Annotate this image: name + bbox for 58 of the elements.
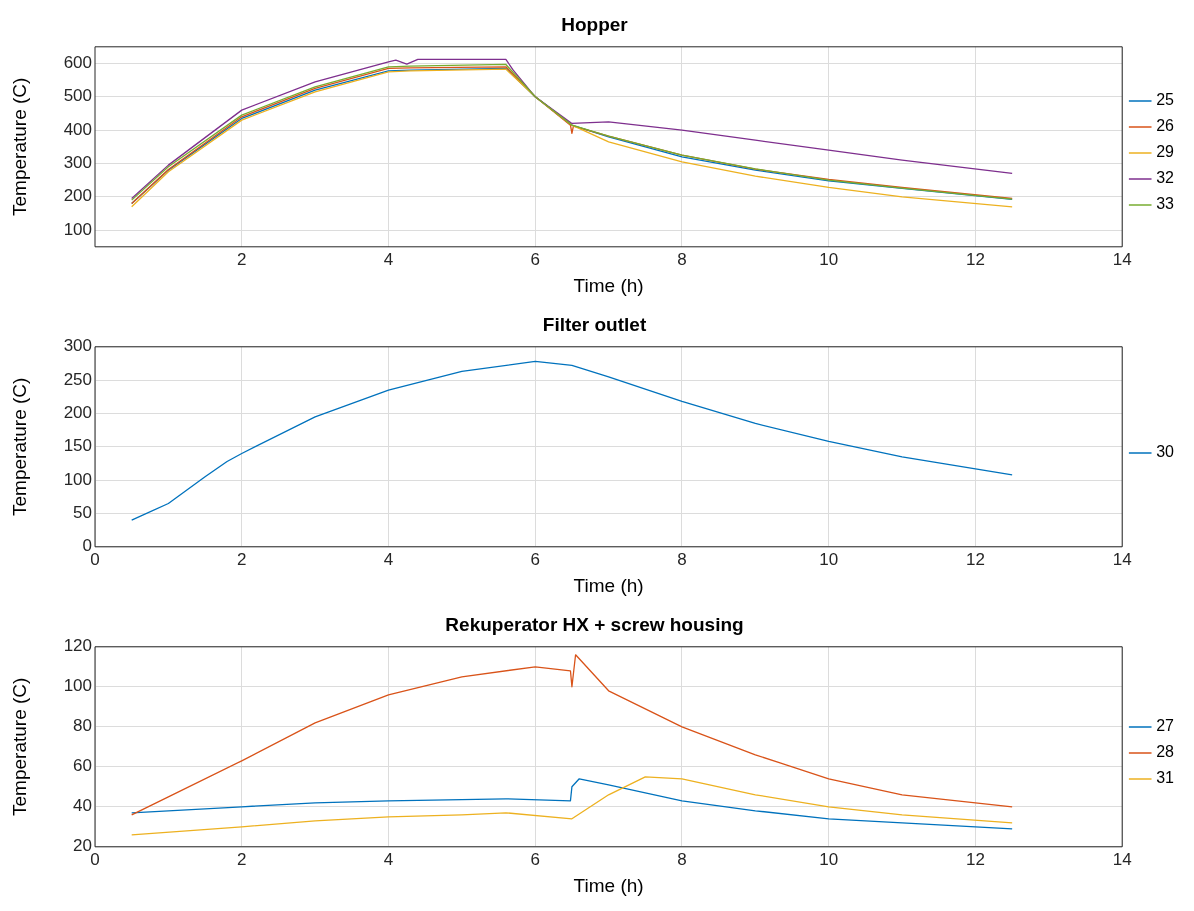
y-tick-label: 400 — [63, 119, 92, 139]
y-axis-title: Temperature (C) — [8, 77, 30, 216]
x-tick-label: 4 — [383, 549, 394, 569]
x-tick-label: 10 — [819, 249, 839, 269]
legend-label: 32 — [1156, 169, 1175, 187]
x-tick-label: 2 — [237, 849, 247, 869]
x-tick-label: 4 — [383, 849, 394, 869]
y-tick-label: 150 — [63, 436, 92, 456]
x-tick-label: 12 — [966, 249, 985, 269]
legend-label: 31 — [1156, 769, 1175, 787]
x-tick-label: 10 — [819, 549, 839, 569]
x-tick-label: 8 — [677, 249, 687, 269]
legend-label: 27 — [1156, 717, 1175, 735]
y-tick-label: 500 — [63, 86, 92, 106]
chart-title: Filter outlet — [542, 313, 647, 335]
x-tick-label: 6 — [530, 249, 540, 269]
y-tick-label: 40 — [73, 796, 92, 816]
x-tick-label: 8 — [677, 849, 687, 869]
y-tick-label: 300 — [63, 153, 92, 173]
y-tick-label: 0 — [82, 536, 92, 556]
y-tick-label: 100 — [63, 469, 92, 489]
legend-label: 26 — [1156, 117, 1175, 135]
y-tick-label: 80 — [73, 716, 92, 736]
y-tick-label: 600 — [63, 53, 92, 73]
x-tick-label: 14 — [1112, 549, 1132, 569]
x-tick-label: 2 — [237, 549, 247, 569]
x-tick-label: 12 — [966, 849, 985, 869]
y-tick-label: 50 — [73, 503, 92, 523]
legend-label: 25 — [1156, 91, 1175, 109]
legend-label: 30 — [1156, 443, 1175, 461]
y-tick-label: 300 — [63, 336, 92, 356]
x-axis-title: Time (h) — [573, 574, 644, 596]
x-axis-title: Time (h) — [573, 874, 644, 896]
chart-title: Hopper — [561, 13, 629, 35]
x-tick-label: 8 — [677, 549, 687, 569]
legend-label: 29 — [1156, 143, 1175, 161]
x-tick-label: 14 — [1112, 249, 1132, 269]
y-tick-label: 200 — [63, 186, 92, 206]
x-tick-label: 14 — [1112, 849, 1132, 869]
chart-title: Rekuperator HX + screw housing — [445, 613, 744, 635]
legend-label: 28 — [1156, 743, 1175, 761]
y-tick-label: 20 — [73, 836, 92, 856]
y-tick-label: 100 — [63, 219, 92, 239]
y-axis-title: Temperature (C) — [8, 377, 30, 516]
y-tick-label: 250 — [63, 369, 92, 389]
y-tick-label: 100 — [63, 676, 92, 696]
x-axis-title: Time (h) — [573, 274, 644, 296]
y-axis-title: Temperature (C) — [8, 677, 30, 816]
x-tick-label: 12 — [966, 549, 985, 569]
x-tick-label: 6 — [530, 849, 540, 869]
y-tick-label: 200 — [63, 403, 92, 423]
x-tick-label: 4 — [383, 249, 394, 269]
y-tick-label: 60 — [73, 756, 92, 776]
x-tick-label: 6 — [530, 549, 540, 569]
x-tick-label: 10 — [819, 849, 839, 869]
legend-label: 33 — [1156, 195, 1175, 213]
y-tick-label: 120 — [63, 636, 92, 656]
x-tick-label: 2 — [237, 249, 247, 269]
